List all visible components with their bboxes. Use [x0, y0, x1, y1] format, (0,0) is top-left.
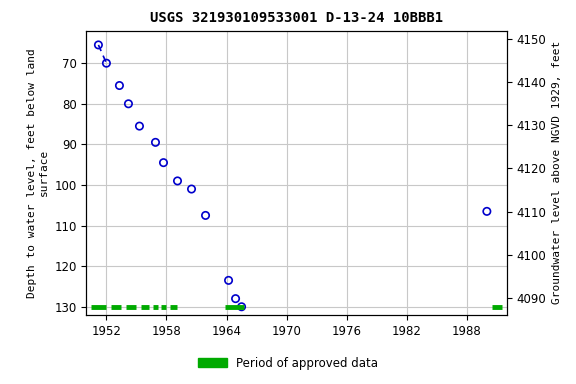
Point [231, 296, 240, 302]
Point [237, 304, 246, 310]
Point [94, 42, 103, 48]
Point [115, 83, 124, 89]
Title: USGS 321930109533001 D-13-24 10BBB1: USGS 321930109533001 D-13-24 10BBB1 [150, 12, 443, 25]
Point [135, 123, 144, 129]
Point [201, 212, 210, 218]
Legend: Period of approved data: Period of approved data [193, 352, 383, 374]
Y-axis label: Groundwater level above NGVD 1929, feet: Groundwater level above NGVD 1929, feet [552, 41, 562, 305]
Point [159, 160, 168, 166]
Point [173, 178, 182, 184]
Point [124, 101, 133, 107]
Point [224, 277, 233, 283]
Point [102, 60, 111, 66]
Point [187, 186, 196, 192]
Y-axis label: Depth to water level, feet below land
surface: Depth to water level, feet below land su… [27, 48, 49, 298]
Point [151, 139, 160, 146]
Point [482, 208, 491, 214]
